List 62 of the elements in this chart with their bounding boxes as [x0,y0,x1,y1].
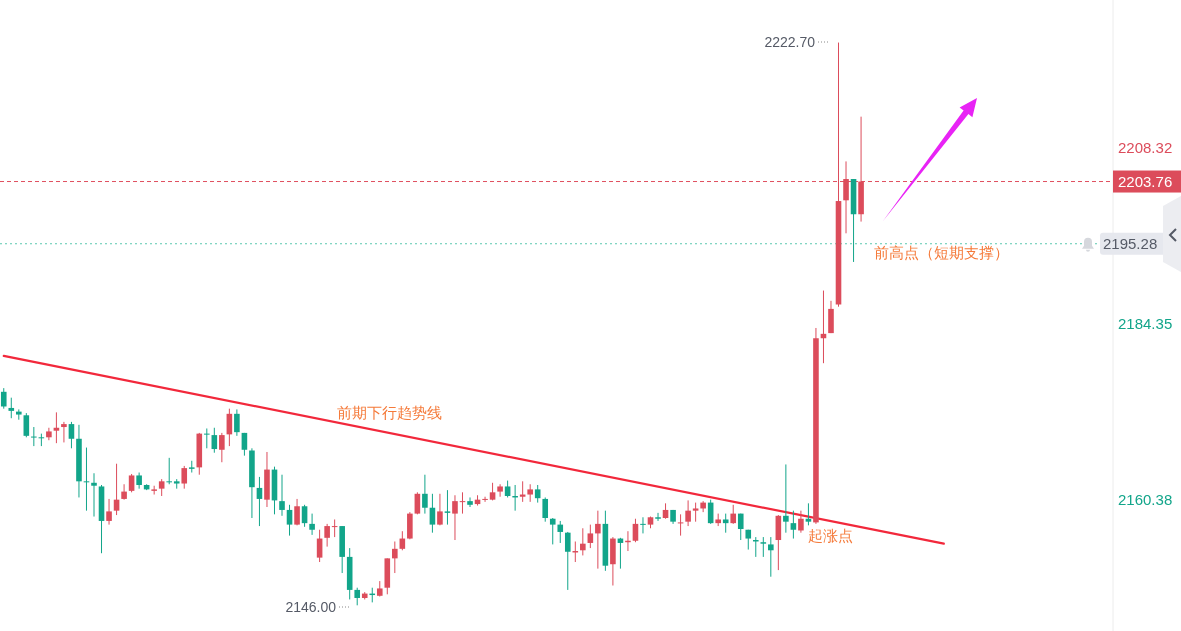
candlestick [279,474,285,517]
candlestick [128,473,135,493]
candlestick [798,510,804,534]
candlestick [181,465,188,490]
candlestick [640,516,646,534]
candlestick [760,536,767,558]
ref-line-label: 2203.76 [1118,172,1173,190]
candlestick [204,427,210,449]
candlestick [211,427,218,454]
candlestick [0,387,7,410]
candlestick [587,524,594,549]
candlestick [482,496,488,503]
annotation: 前期下行趋势线 [336,404,442,421]
candlestick [790,510,797,540]
candlestick [700,500,706,513]
ref-line-label: 2195.28 [1103,234,1158,252]
candlestick [564,531,571,591]
candlestick [324,523,330,548]
annotation: 2146.00 [285,599,337,615]
candlestick [692,502,699,523]
candlestick [437,493,443,526]
candlestick [8,397,15,419]
candlestick [106,498,112,526]
candlestick [46,427,52,441]
candlestick [444,489,451,526]
candlestick [422,474,428,515]
annotation: 前高点（短期支撑） [873,244,1009,261]
y-tick-label: 2160.38 [1118,490,1173,508]
y-tick-label: 2208.32 [1118,139,1173,157]
candlestick [219,432,225,463]
candlestick [783,463,789,534]
candlestick [166,457,173,485]
candlestick [23,412,30,438]
candlestick [805,502,812,526]
candlestick [497,483,503,498]
candlestick [467,496,473,508]
candlestick [452,494,458,541]
annotation: 2222.70 [764,34,816,50]
candlestick [234,408,240,437]
candlestick [68,421,75,449]
y-tick-label: 2184.35 [1118,314,1173,332]
candlestick [557,520,564,544]
candlestick [61,421,67,443]
candlestick [722,513,729,534]
candlestick [31,426,37,447]
candlestick [685,499,691,527]
candlestick [286,504,293,537]
candlestick [730,504,737,525]
candlestick [121,483,127,501]
candlestick [294,498,300,526]
candlestick [392,540,398,574]
candlestick [580,527,586,556]
candlestick [542,496,549,523]
candlestick [549,517,556,545]
candlestick [53,411,60,444]
candlestick [737,513,744,541]
annotation: 起涨点 [807,527,853,544]
candlestick [768,536,774,578]
candlestick [655,512,661,522]
candlestick [91,472,97,518]
candlestick [595,510,601,570]
candlestick [309,513,315,536]
